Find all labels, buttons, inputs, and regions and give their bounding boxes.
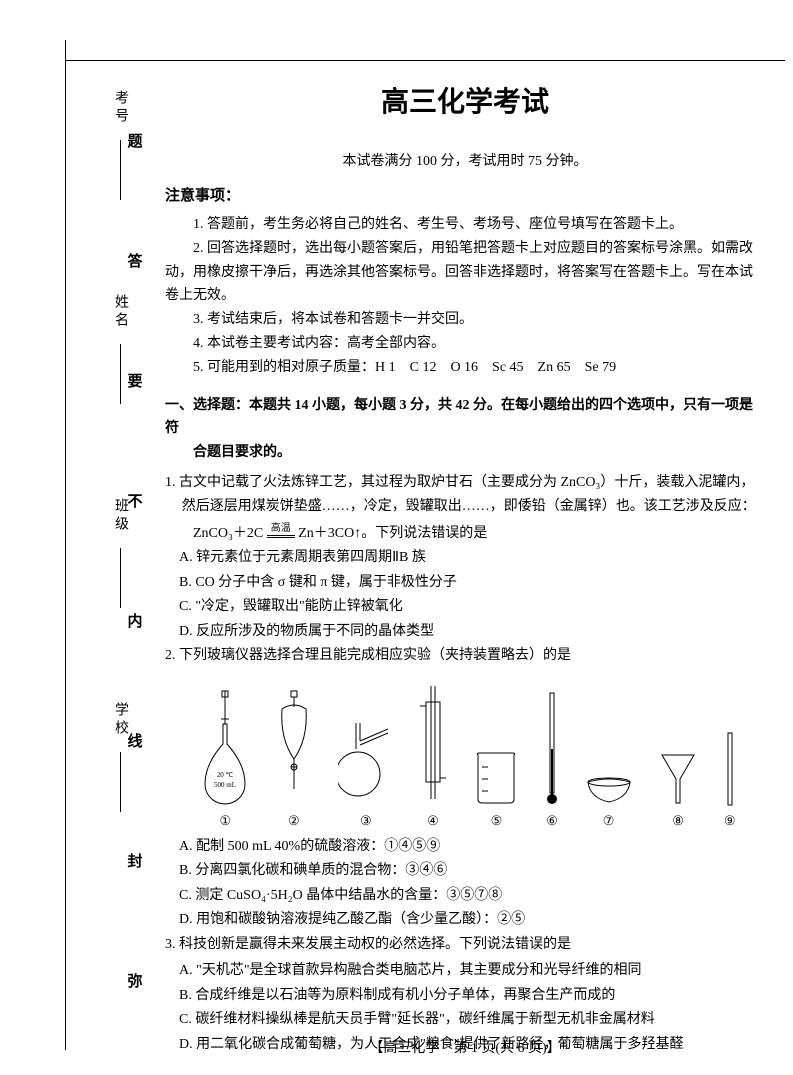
warn-char: 不: [127, 490, 142, 511]
warn-char: 题: [127, 130, 142, 151]
label-4: ④: [427, 813, 439, 829]
glass-rod-icon: ⑨: [723, 729, 737, 829]
label-5: ⑤: [491, 813, 503, 829]
crucible-icon: ⑦: [584, 774, 634, 829]
label-9: ⑨: [724, 813, 736, 829]
q2-opt-d: D. 用饱和碳酸钠溶液提纯乙酸乙酯（含少量乙酸）：②⑤: [165, 908, 765, 933]
warn-char: 答: [127, 250, 142, 271]
beaker-icon: ⑤: [472, 749, 520, 829]
q1-opt-b: B. CO 分子中含 σ 键和 π 键，属于非极性分子: [165, 571, 765, 596]
q1-stem: 1. 古文中记载了火法炼锌工艺，其过程为取炉甘石（主要成分为 ZnCO₃）十斤，…: [165, 471, 765, 520]
main-content: 高三化学考试 本试卷满分 100 分，考试用时 75 分钟。 注意事项： 1. …: [165, 80, 765, 1057]
exam-info: 本试卷满分 100 分，考试用时 75 分钟。: [165, 150, 765, 170]
notice-2: 2. 回答选择题时，选出每小题答案后，用铅笔把答题卡上对应题目的答案标号涂黑。如…: [165, 237, 765, 308]
section-1-line1: 一、选择题：本题共 14 小题，每小题 3 分，共 42 分。在每小题给出的四个…: [165, 398, 753, 437]
notice-5: 5. 可能用到的相对原子质量：H 1 C 12 O 16 Sc 45 Zn 65…: [165, 356, 765, 380]
q1-equation: ZnCO₃＋2C 高温 Zn＋3CO↑。下列说法错误的是: [165, 522, 765, 547]
q1-opt-a: A. 锌元素位于元素周期表第四周期ⅡB 族: [165, 546, 765, 571]
thermometer-icon: ⑥: [545, 689, 559, 829]
warn-char: 要: [127, 370, 142, 391]
svg-text:20 ℃: 20 ℃: [217, 771, 234, 779]
exam-title: 高三化学考试: [165, 80, 765, 120]
cond-text: 高温: [271, 523, 291, 534]
warn-char: 弥: [127, 970, 142, 991]
notice-3: 3. 考试结束后，将本试卷和答题卡一并交回。: [165, 308, 765, 332]
label-2: ②: [288, 813, 300, 829]
label-1: ①: [219, 813, 231, 829]
condenser-icon: ④: [418, 684, 448, 829]
distillation-flask-icon: ③: [338, 719, 393, 829]
q3-stem: 3. 科技创新是赢得未来发展主动权的必然选择。下列说法错误的是: [165, 933, 765, 958]
q1-opt-d: D. 反应所涉及的物质属于不同的晶体类型: [165, 620, 765, 645]
q2-opt-c: C. 测定 CuSO₄·5H₂O 晶体中结晶水的含量：③⑤⑦⑧: [165, 884, 765, 909]
q2-stem: 2. 下列玻璃仪器选择合理且能完成相应实验（夹持装置略去）的是: [165, 644, 765, 669]
notice-heading: 注意事项：: [165, 184, 765, 205]
volumetric-flask-icon: 20 ℃ 500 mL ①: [201, 689, 249, 829]
q3-opt-a: A. "天机芯"是全球首款异构融合类电脑芯片，其主要成分和光导纤维的相同: [165, 959, 765, 984]
funnel-icon: ⑧: [658, 749, 698, 829]
svg-text:500 mL: 500 mL: [214, 781, 236, 789]
page-footer: 【高三化学 第 1 页(共 6 页)】: [165, 1037, 765, 1057]
section-1-heading: 一、选择题：本题共 14 小题，每小题 3 分，共 42 分。在每小题给出的四个…: [165, 394, 765, 465]
q3-opt-b: B. 合成纤维是以石油等为原料制成有机小分子单体，再聚合生产而成的: [165, 984, 765, 1009]
label-8: ⑧: [672, 813, 684, 829]
eq-left: ZnCO₃＋2C: [193, 526, 263, 541]
notice-1: 1. 答题前，考生务必将自己的姓名、考生号、考场号、座位号填写在答题卡上。: [165, 213, 765, 237]
q3-opt-c: C. 碳纤维材料操纵棒是航天员手臂"延长器"，碳纤维属于新型无机非金属材料: [165, 1008, 765, 1033]
condition-icon: 高温: [267, 524, 295, 539]
section-1-line2: 合题目要求的。: [165, 441, 765, 465]
notice-4: 4. 本试卷主要考试内容：高考全部内容。: [165, 332, 765, 356]
label-3: ③: [360, 813, 372, 829]
separating-funnel-icon: ②: [274, 689, 314, 829]
q1-opt-c: C. "冷定，毁罐取出"能防止锌被氧化: [165, 595, 765, 620]
eq-right: Zn＋3CO↑。下列说法错误的是: [298, 526, 487, 541]
q2-opt-b: B. 分离四氯化碳和碘单质的混合物：③④⑥: [165, 859, 765, 884]
q2-opt-a: A. 配制 500 mL 40%的硫酸溶液：①④⑤⑨: [165, 835, 765, 860]
warn-char: 内: [127, 610, 142, 631]
label-6: ⑥: [546, 813, 558, 829]
label-7: ⑦: [603, 813, 615, 829]
warn-char: 线: [127, 730, 142, 751]
seal-line-warning: 题 答 要 不 内 线 封 弥: [120, 80, 150, 1040]
warn-char: 封: [127, 850, 142, 871]
glassware-diagram-row: 20 ℃ 500 mL ① ② ③: [189, 679, 749, 829]
